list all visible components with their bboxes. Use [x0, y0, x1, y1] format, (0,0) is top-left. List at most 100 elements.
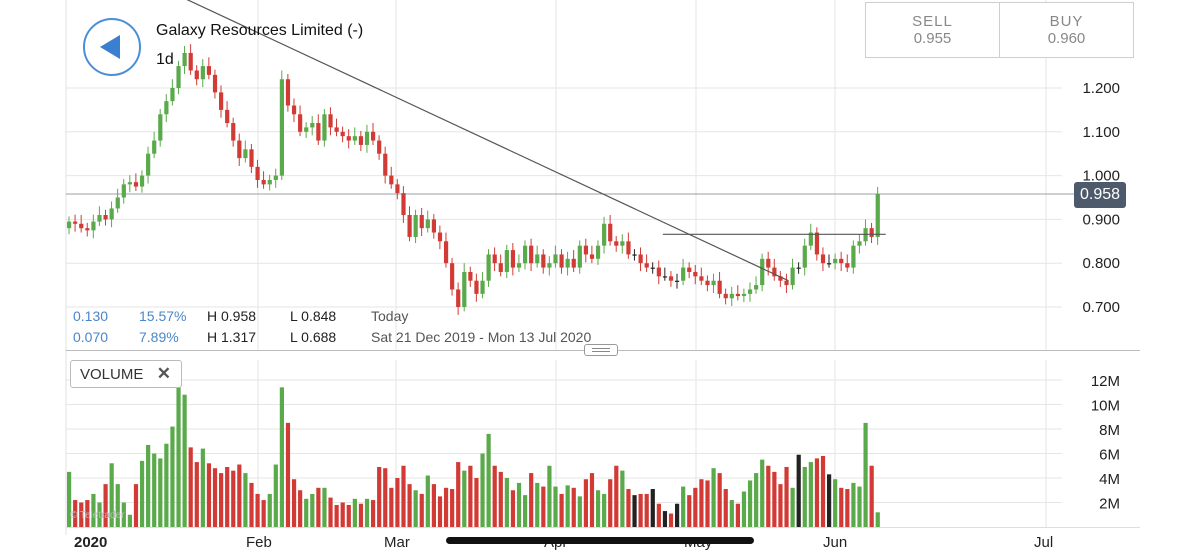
- volume-bar: [747, 480, 753, 527]
- volume-bar: [675, 503, 680, 527]
- candle-body: [492, 254, 497, 264]
- candle-body: [583, 245, 588, 255]
- volume-bar: [468, 465, 473, 527]
- candle-body: [346, 136, 351, 141]
- volume-bar: [504, 478, 509, 527]
- candle-body: [741, 293, 747, 297]
- volume-bar: [644, 493, 649, 527]
- volume-bar: [212, 468, 218, 527]
- volume-indicator-tag[interactable]: VOLUME ✕: [70, 360, 182, 388]
- candle-body: [729, 293, 734, 299]
- volume-bar: [316, 487, 321, 527]
- volume-bar: [754, 473, 759, 527]
- candle-body: [820, 254, 826, 264]
- candle-body: [735, 293, 740, 297]
- volume-bar: [638, 493, 643, 527]
- candle-body: [352, 136, 357, 141]
- trade-panel: SELL 0.955 BUY 0.960: [865, 2, 1134, 58]
- volume-bar: [668, 513, 674, 527]
- volume-bar: [371, 500, 376, 527]
- volume-bar: [401, 465, 406, 527]
- volume-bar: [869, 465, 874, 527]
- candle-body: [668, 276, 674, 281]
- candle-body: [589, 254, 595, 259]
- volume-bar: [839, 487, 844, 527]
- volume-bar: [681, 486, 686, 527]
- candle-body: [541, 254, 546, 268]
- price-tick-label: 0.700: [1082, 299, 1120, 316]
- candle-body: [255, 166, 260, 180]
- candle-body: [310, 123, 315, 128]
- candle-body: [182, 52, 187, 67]
- candle-body: [425, 219, 430, 229]
- candle-body: [845, 263, 850, 268]
- volume-tick-label: 4M: [1099, 471, 1120, 488]
- candle-body: [334, 127, 339, 132]
- candle-body: [273, 175, 278, 180]
- candle-body: [407, 215, 412, 237]
- volume-bar: [565, 485, 570, 527]
- sell-button[interactable]: SELL 0.955: [866, 3, 999, 57]
- candle-body: [443, 241, 449, 264]
- candle-body: [456, 289, 461, 307]
- volume-bar: [863, 422, 868, 527]
- candle-body: [468, 271, 473, 281]
- volume-bar: [699, 479, 704, 527]
- volume-bar: [541, 486, 546, 527]
- candle-body: [298, 114, 303, 132]
- volume-bar: [462, 470, 467, 527]
- candle-body: [608, 223, 613, 242]
- volume-bar: [127, 514, 132, 527]
- volume-bar: [334, 504, 339, 527]
- volume-bar: [261, 500, 266, 527]
- candle-body: [857, 241, 862, 246]
- volume-bar: [364, 498, 370, 527]
- back-button[interactable]: [83, 18, 141, 76]
- candle-body: [146, 153, 151, 176]
- price-tick-label: 1.100: [1082, 124, 1120, 141]
- candle-body: [231, 123, 236, 141]
- volume-bar: [827, 474, 832, 527]
- volume-bar: [857, 486, 862, 527]
- volume-bar: [510, 490, 516, 527]
- candle-body: [267, 179, 272, 185]
- candle-body: [772, 267, 777, 277]
- price-tick-label: 1.000: [1082, 168, 1120, 185]
- period-label[interactable]: 1d: [156, 51, 174, 68]
- candle-body: [291, 105, 297, 115]
- candle-body: [802, 245, 807, 268]
- price-tick-label: 1.200: [1082, 80, 1120, 97]
- volume-bar: [73, 500, 78, 527]
- volume-bar: [595, 490, 601, 527]
- candle-body: [200, 66, 205, 80]
- candle-body: [504, 250, 509, 272]
- candle-body: [85, 228, 90, 231]
- volume-bar: [310, 493, 315, 527]
- volume-bar: [285, 422, 291, 527]
- candle-body: [237, 140, 242, 159]
- home-indicator[interactable]: [446, 537, 754, 544]
- volume-bar: [723, 489, 728, 527]
- volume-bar: [450, 489, 455, 527]
- candle-body: [158, 114, 163, 141]
- volume-bar: [200, 448, 205, 527]
- volume-bar: [650, 489, 655, 527]
- candle-body: [662, 276, 668, 278]
- today-change-pct: 15.57%: [139, 308, 187, 324]
- candle-body: [170, 88, 175, 102]
- candle-body: [188, 52, 193, 71]
- volume-bar: [820, 455, 826, 527]
- close-icon[interactable]: ✕: [156, 364, 171, 383]
- volume-bar: [626, 489, 631, 527]
- volume-bar: [705, 480, 710, 527]
- range-change-pct: 7.89%: [139, 329, 179, 345]
- candle-body: [760, 258, 765, 286]
- volume-bar: [249, 482, 254, 527]
- volume-bar: [279, 387, 284, 527]
- candle-body: [559, 254, 564, 268]
- buy-button[interactable]: BUY 0.960: [999, 3, 1133, 57]
- volume-bar: [498, 471, 503, 527]
- sell-label: SELL: [912, 13, 953, 30]
- panel-resize-handle[interactable]: [584, 344, 618, 356]
- volume-bar: [158, 458, 163, 527]
